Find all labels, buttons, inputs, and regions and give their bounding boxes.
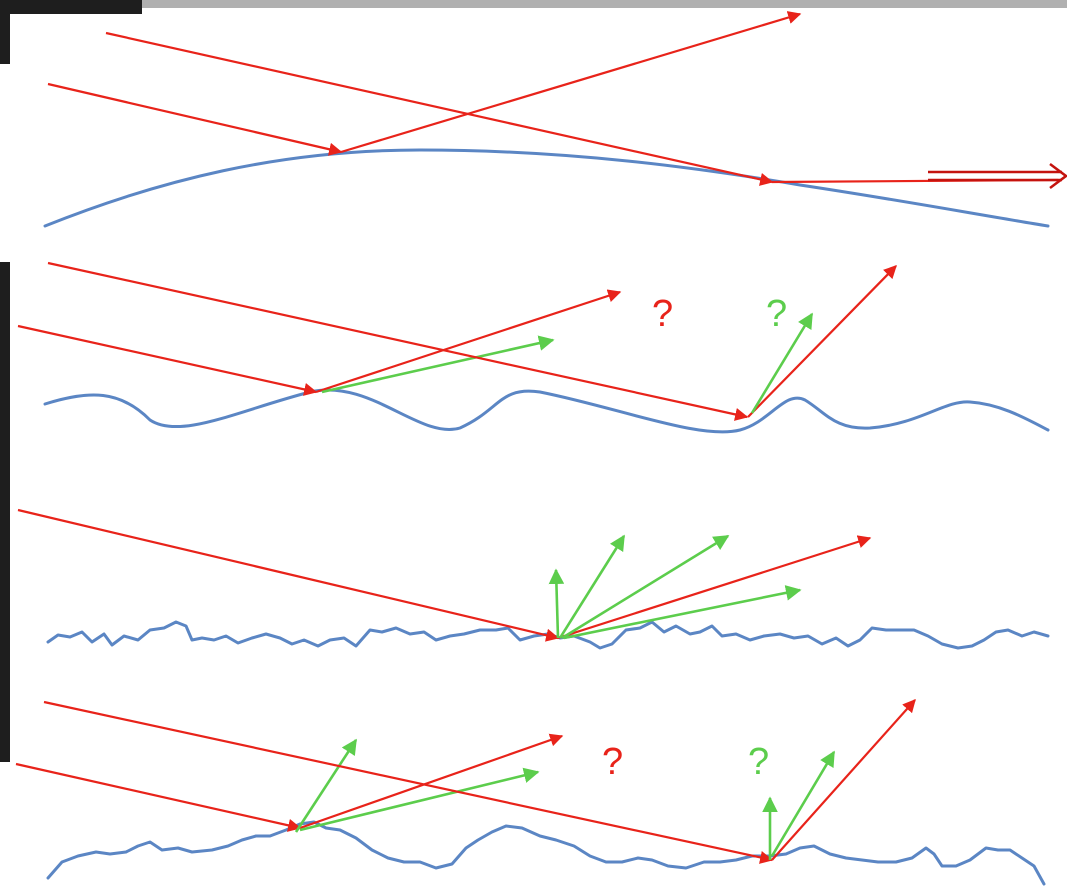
incident-ray-2 <box>105 31 774 186</box>
panel-rough-wavy: ? ? <box>15 699 1046 886</box>
double-arrow-head <box>1049 163 1067 189</box>
surface-rough-wavy <box>46 820 1046 886</box>
surface-wavy <box>43 388 1050 434</box>
reflected-ray <box>557 535 872 640</box>
dark-fragment-top-left <box>0 0 142 14</box>
scattered-ray-2 <box>558 534 626 639</box>
incident-ray-left <box>17 324 318 396</box>
incident-ray-left <box>15 762 302 832</box>
scattered-ray-4 <box>563 585 802 640</box>
panel-rough-fine <box>17 508 1050 650</box>
scattered-ray-right-2 <box>770 750 836 857</box>
scattered-ray-1 <box>548 568 565 639</box>
panel-wavy: ? ? <box>17 261 1050 434</box>
scattered-ray-right <box>750 312 814 414</box>
dark-fragment-left-side <box>0 262 10 762</box>
scattered-ray-left <box>321 335 555 394</box>
question-mark-red: ? <box>652 293 673 335</box>
surface-rough <box>46 620 1050 650</box>
question-mark-green: ? <box>766 293 787 335</box>
scattered-ray-left-1 <box>294 738 358 833</box>
question-mark-green: ? <box>748 741 769 783</box>
dark-fragment-left-top <box>0 0 10 64</box>
grey-strip-top <box>142 0 1067 8</box>
reflected-ray-right <box>747 265 897 418</box>
incident-ray-right <box>43 700 774 864</box>
scattered-ray-left-2 <box>299 767 540 832</box>
reflected-ray-left <box>299 733 564 830</box>
scattered-ray-3 <box>561 534 730 640</box>
incident-ray-right <box>47 261 749 421</box>
panel-smooth-curved <box>43 11 1067 228</box>
reflected-ray-right <box>771 699 916 861</box>
reflected-ray-1 <box>340 11 802 154</box>
reflected-ray-left <box>315 289 622 394</box>
surface-curve <box>43 148 1050 228</box>
incident-ray <box>17 508 560 642</box>
incident-ray-1 <box>47 82 343 156</box>
question-mark-red: ? <box>602 741 623 783</box>
